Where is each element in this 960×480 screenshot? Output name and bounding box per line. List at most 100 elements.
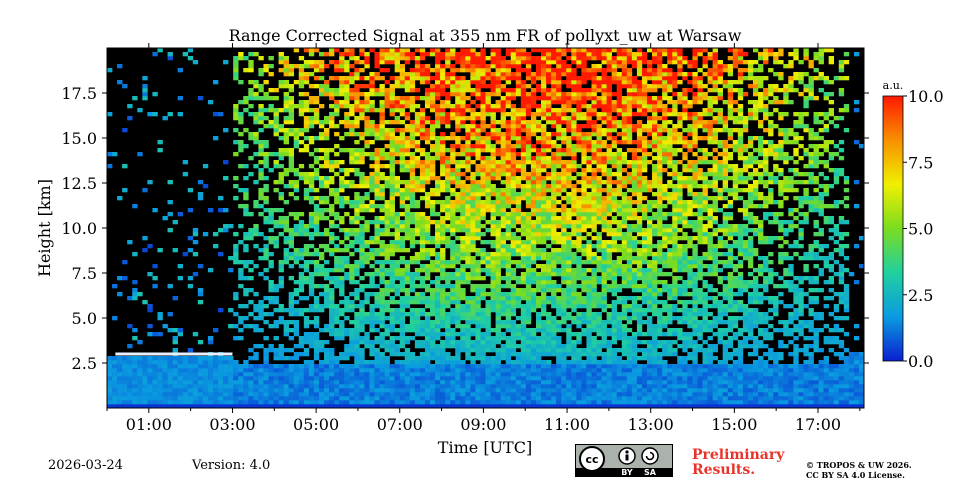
heatmap-cell [445,400,451,405]
heatmap-cell [535,404,542,409]
heatmap-cell [389,384,395,389]
heatmap-cell [359,204,365,209]
heatmap-cell [197,404,204,409]
heatmap-cell [258,396,264,401]
heatmap-cell [561,232,567,237]
heatmap-cell [268,96,274,101]
heatmap-cell [520,88,527,93]
heatmap-cell [253,384,259,389]
heatmap-cell [283,128,289,133]
heatmap-cell [510,144,517,149]
heatmap-cell [500,392,506,397]
heatmap-cell [450,188,456,193]
heatmap-cell [404,220,411,225]
heatmap-cell [470,284,476,289]
heatmap-cell [551,112,557,117]
heatmap-cell [369,76,375,81]
heatmap-cell [197,400,204,405]
heatmap-cell [535,272,542,277]
heatmap-cell [525,212,532,217]
heatmap-cell [318,284,325,289]
heatmap-cell [435,148,441,153]
heatmap-cell [127,356,133,361]
heatmap-cell [329,188,335,193]
heatmap-cell [535,352,542,357]
heatmap-cell [263,108,269,113]
heatmap-cell [233,256,239,261]
heatmap-cell [546,364,552,369]
heatmap-cell [329,220,335,225]
heatmap-cell [263,244,269,249]
heatmap-cell [298,148,305,153]
heatmap-cell [359,284,365,289]
heatmap-cell [541,96,547,101]
heatmap-cell [258,384,264,389]
heatmap-cell [520,188,527,193]
heatmap-cell [419,364,426,369]
heatmap-cell [192,388,199,393]
heatmap-cell [419,332,426,337]
heatmap-cell [238,368,244,373]
heatmap-cell [561,224,567,229]
heatmap-cell [440,396,446,401]
heatmap-cell [273,336,279,341]
heatmap-cell [384,356,390,361]
heatmap-cell [389,196,395,201]
heatmap-cell [268,300,274,305]
heatmap-cell [460,400,466,405]
heatmap-cell [414,64,421,69]
heatmap-cell [288,72,295,77]
heatmap-cell [500,76,506,81]
heatmap-cell [435,144,441,149]
heatmap-cell [263,184,269,189]
heatmap-cell [374,188,380,193]
heatmap-cell [258,328,264,333]
heatmap-cell [460,188,466,193]
heatmap-cell [556,180,562,185]
heatmap-cell [485,308,491,313]
heatmap-cell [566,372,572,377]
heatmap-cell [399,52,406,57]
heatmap-cell [450,52,456,57]
heatmap-cell [268,380,274,385]
heatmap-cell [359,384,365,389]
heatmap-cell [515,64,522,69]
heatmap-cell [263,304,269,309]
heatmap-cell [399,100,406,105]
heatmap-cell [460,364,466,369]
heatmap-cell [530,80,537,85]
heatmap-cell [238,384,244,389]
heatmap-cell [127,364,133,369]
heatmap-cell [490,168,496,173]
heatmap-cell [354,392,360,397]
heatmap-cell [429,348,436,353]
heatmap-cell [495,296,501,301]
heatmap-cell [364,272,370,277]
heatmap-cell [475,76,481,81]
heatmap-cell [389,352,395,357]
heatmap-cell [475,292,481,297]
heatmap-cell [450,292,456,297]
heatmap-cell [409,136,416,141]
heatmap-cell [253,324,259,329]
heatmap-cell [218,228,224,233]
heatmap-cell [313,108,320,113]
heatmap-cell [187,380,194,385]
heatmap-cell [313,248,320,253]
heatmap-cell [551,252,557,257]
heatmap-cell [551,292,557,297]
heatmap-cell [561,136,567,141]
heatmap-cell [530,56,537,61]
heatmap-cell [561,272,567,277]
heatmap-cell [112,396,118,401]
heatmap-cell [435,140,441,145]
heatmap-cell [429,304,436,309]
heatmap-cell [409,300,416,305]
heatmap-cell [253,200,259,205]
heatmap-cell [349,332,355,337]
heatmap-cell [288,404,295,409]
heatmap-cell [480,292,486,297]
heatmap-cell [419,96,426,101]
heatmap-cell [495,280,501,285]
heatmap-cell [551,60,557,65]
